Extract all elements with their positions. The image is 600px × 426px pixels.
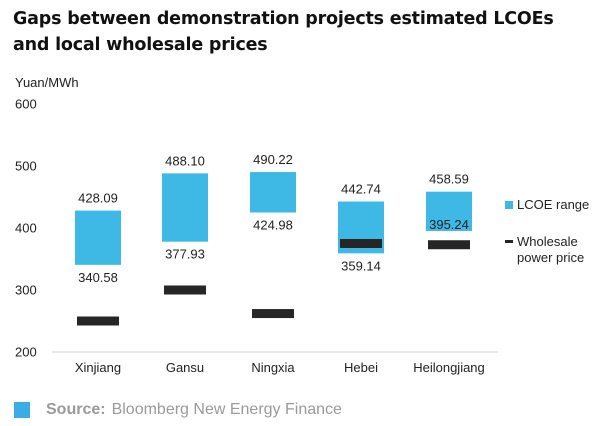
lcoe-range-bar — [426, 191, 472, 231]
x-tick-labels: Xinjiang Gansu Ningxia Hebei Heilongjiang — [75, 360, 485, 375]
y-axis-label: Yuan/MWh — [15, 75, 79, 90]
y-tick-label: 300 — [15, 283, 37, 298]
legend-wholesale-label: Wholesale — [517, 234, 578, 249]
lcoe-high-label: 442.74 — [341, 182, 381, 197]
lcoe-low-label: 424.98 — [253, 218, 293, 233]
y-tick-label: 600 — [15, 97, 37, 112]
data-labels: 428.09 340.58 488.10 377.93 490.22 424.98 442.… — [78, 152, 469, 285]
lcoe-high-label: 490.22 — [253, 152, 293, 167]
source-label: Source: — [46, 401, 106, 418]
lcoe-high-label: 458.59 — [429, 172, 469, 187]
legend-wholesale-swatch — [505, 240, 513, 243]
lcoe-low-label: 395.24 — [429, 217, 469, 232]
wholesale-price-marker — [77, 316, 119, 326]
wholesale-price-markers — [77, 239, 470, 326]
legend-lcoe-swatch — [505, 201, 513, 209]
legend-wholesale-label: power price — [517, 250, 584, 265]
lcoe-low-label: 377.93 — [165, 247, 205, 262]
y-tick-labels: 200 300 400 500 600 — [15, 97, 37, 360]
wholesale-price-marker — [340, 239, 382, 248]
y-tick-label: 200 — [15, 345, 37, 360]
legend-lcoe-label: LCOE range — [517, 197, 589, 212]
lcoe-range-bar — [162, 173, 208, 242]
x-tick-label: Ningxia — [251, 360, 295, 375]
lcoe-range-bar — [250, 172, 296, 213]
lcoe-high-label: 488.10 — [165, 153, 205, 168]
wholesale-price-marker — [428, 240, 470, 250]
wholesale-price-marker — [164, 285, 206, 295]
x-tick-label: Hebei — [344, 360, 378, 375]
lcoe-low-label: 359.14 — [341, 258, 381, 273]
y-tick-label: 400 — [15, 221, 37, 236]
wholesale-price-marker — [252, 309, 294, 319]
lcoe-low-label: 340.58 — [78, 270, 118, 285]
x-tick-label: Gansu — [166, 360, 204, 375]
lcoe-range-bar — [75, 210, 121, 265]
source-square-icon — [14, 402, 30, 418]
x-tick-label: Xinjiang — [75, 360, 121, 375]
lcoe-high-label: 428.09 — [78, 191, 118, 206]
chart-title: Gaps between demonstration projects esti… — [13, 9, 554, 55]
x-tick-label: Heilongjiang — [413, 360, 485, 375]
y-tick-label: 500 — [15, 159, 37, 174]
source-text: Bloomberg New Energy Finance — [111, 401, 342, 418]
source-footer: Source: Bloomberg New Energy Finance — [14, 400, 342, 420]
